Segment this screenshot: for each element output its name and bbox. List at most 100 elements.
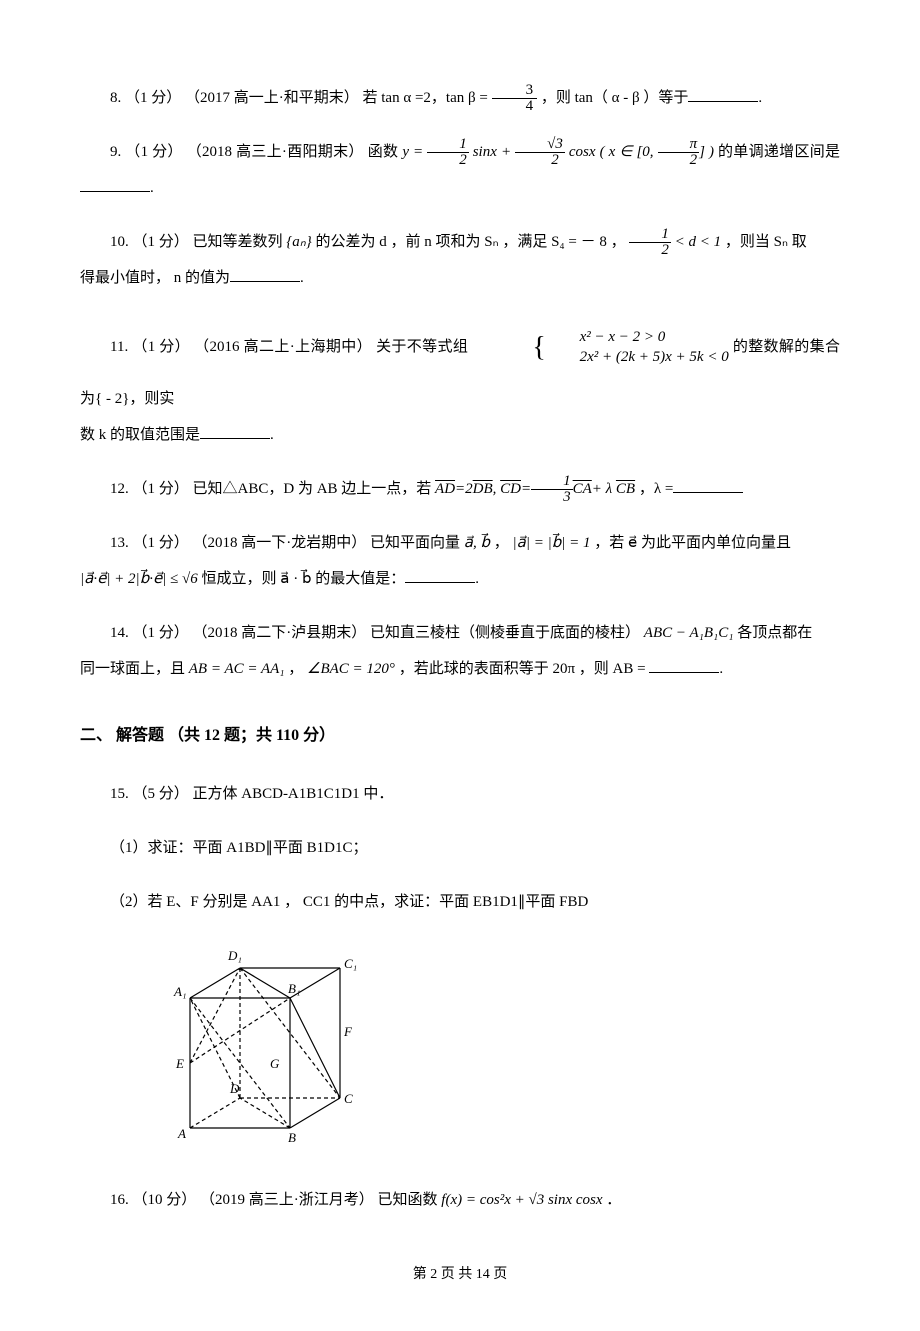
q10-line1-a: 已知等差数列 (193, 234, 283, 250)
q13-line2-b: 恒成立，则 a⃗ · b⃗ 的最大值是： (202, 571, 406, 587)
q12-blank (673, 477, 743, 493)
q12-text-a: 已知△ABC，D 为 AB 边上一点，若 (193, 481, 432, 497)
question-8: 8. （1 分） （2017 高一上·和平期末） 若 tan α =2，tan … (80, 80, 840, 116)
question-12: 12. （1 分） 已知△ABC，D 为 AB 边上一点，若 AD=2DB, C… (80, 471, 840, 507)
svg-text:B: B (288, 1130, 296, 1145)
q13-norm: |a⃗| = |b⃗| = 1 (513, 535, 591, 551)
svg-text:G: G (270, 1056, 280, 1071)
question-11: 11. （1 分） （2016 高二上·上海期中） 关于不等式组 { x² − … (80, 314, 840, 453)
q14-eq2: ∠BAC = 120° (307, 661, 395, 677)
q8-frac-bottom: 4 (492, 99, 538, 114)
q10-line1-c: ，则当 Sₙ 取 (725, 234, 807, 250)
section-2-title: 二、 解答题 （共 12 题；共 110 分） (80, 717, 840, 755)
q10-points: （1 分） (133, 234, 189, 250)
q9-num: 9. (110, 144, 121, 160)
svg-text:E: E (175, 1056, 184, 1071)
svg-text:B₁: B₁ (288, 981, 300, 996)
q14-blank (649, 657, 719, 673)
q14-num: 14. (110, 625, 129, 641)
q11-sys-bot: 2x² + (2k + 5)x + 5k < 0 (550, 348, 729, 368)
svg-text:A₁: A₁ (173, 984, 186, 999)
q14-end: . (719, 661, 723, 677)
q11-text-a: 关于不等式组 (376, 339, 468, 355)
svg-text:C: C (344, 1091, 353, 1106)
q16-num: 16. (110, 1192, 129, 1208)
q11-num: 11. (110, 339, 128, 355)
svg-text:A: A (177, 1126, 186, 1141)
question-10: 10. （1 分） 已知等差数列 {aₙ} 的公差为 d ，前 n 项和为 Sₙ… (80, 224, 840, 296)
question-16: 16. （10 分） （2019 高三上·浙江月考） 已知函数 f(x) = c… (80, 1182, 840, 1218)
q8-fraction: 3 4 (492, 83, 538, 114)
q12-points: （1 分） (133, 481, 189, 497)
q8-end: . (758, 90, 762, 106)
svg-text:F: F (343, 1024, 353, 1039)
q13-text-b: ， (494, 535, 509, 551)
q14-source: （2018 高二下·泸县期末） (193, 625, 367, 641)
q13-blank (405, 567, 475, 583)
q13-points: （1 分） (133, 535, 189, 551)
q15-sub2: （2）若 E、F 分别是 AA1 ， CC1 的中点，求证：平面 EB1D1∥平… (80, 884, 840, 920)
q11-system: { x² − x − 2 > 0 2x² + (2k + 5)x + 5k < … (472, 314, 728, 381)
q10-cond: 12 < d < 1 (629, 234, 725, 250)
q12-vectors: AD=2DB, CD=13CA+ λ CB (435, 481, 639, 497)
q10-seq: {aₙ} (286, 234, 311, 250)
q10-num: 10. (110, 234, 129, 250)
question-15: 15. （5 分） 正方体 ABCD‐A1B1C1D1 中． (80, 776, 840, 812)
question-9: 9. （1 分） （2018 高三上·酉阳期末） 函数 y = 12 sinx … (80, 134, 840, 206)
q16-source: （2019 高三上·浙江月考） (200, 1192, 374, 1208)
q13-line2-a: |a⃗·e⃗| + 2|b⃗·e⃗| ≤ √6 (80, 571, 198, 587)
cube-figure: A B C D A₁ B₁ C₁ D₁ E F G (170, 938, 840, 1162)
q8-frac-top: 3 (492, 83, 538, 99)
cube-svg: A B C D A₁ B₁ C₁ D₁ E F G (170, 938, 370, 1148)
q16-text-a: 已知函数 (378, 1192, 438, 1208)
svg-text:D₁: D₁ (227, 948, 242, 963)
q10-line2: 得最小值时， n 的值为 (80, 270, 230, 286)
q9-points: （1 分） (125, 144, 182, 160)
q11-points: （1 分） (132, 339, 190, 355)
q11-blank (200, 423, 270, 439)
q13-vecs: a⃗, b⃗ (464, 535, 494, 551)
q14-eq1: AB = AC = AA₁ (189, 661, 285, 677)
question-13: 13. （1 分） （2018 高一下·龙岩期中） 已知平面向量 a⃗, b⃗ … (80, 525, 840, 597)
q11-line2: 数 k 的取值范围是 (80, 427, 200, 443)
q13-num: 13. (110, 535, 129, 551)
q11-end: . (270, 427, 274, 443)
q14-text-a: 已知直三棱柱（侧棱垂直于底面的棱柱） (370, 625, 640, 641)
q13-source: （2018 高一下·龙岩期中） (193, 535, 367, 551)
q8-points: （1 分） (125, 90, 181, 106)
q9-source: （2018 高三上·酉阳期末） (187, 144, 364, 160)
q8-source: （2017 高一上·和平期末） (185, 90, 359, 106)
q15-sub1: （1）求证：平面 A1BD∥平面 B1D1C； (80, 830, 840, 866)
q14-text-b: 各顶点都在 (737, 625, 812, 641)
q14-points: （1 分） (133, 625, 189, 641)
q8-blank (688, 86, 758, 102)
q14-line2-b: ， (288, 661, 303, 677)
q8-text-after: ，则 tan（ α - β ）等于 (541, 90, 689, 106)
q12-num: 12. (110, 481, 129, 497)
q16-text-b: ． (606, 1192, 621, 1208)
q14-line2-c: ，若此球的表面积等于 20π ，则 AB = (399, 661, 646, 677)
q9-formula: y = 12 sinx + √32 cosx ( x ∈ [0, π2] ) (402, 144, 718, 160)
q10-blank (230, 266, 300, 282)
q11-source: （2016 高二上·上海期中） (194, 339, 372, 355)
q15-num: 15. (110, 786, 129, 802)
q9-end: . (150, 180, 154, 196)
q15-points: （5 分） (133, 786, 189, 802)
q13-text-c: ，若 e⃗ 为此平面内单位向量且 (594, 535, 791, 551)
q14-prism: ABC − A₁B₁C₁ (644, 625, 734, 641)
q12-text-b: ，λ = (639, 481, 673, 497)
q9-blank (80, 176, 150, 192)
q15-text: 正方体 ABCD‐A1B1C1D1 中． (193, 786, 394, 802)
q13-text-a: 已知平面向量 (370, 535, 460, 551)
q10-line1-b: 的公差为 d ，前 n 项和为 Sₙ ，满足 S₄ = － 8 ， (316, 234, 626, 250)
question-14: 14. （1 分） （2018 高二下·泸县期末） 已知直三棱柱（侧棱垂直于底面… (80, 615, 840, 687)
q8-text-before: 若 tan α =2，tan β = (363, 90, 488, 106)
page-footer: 第 2 页 共 14 页 (80, 1258, 840, 1292)
q8-num: 8. (110, 90, 121, 106)
q13-end: . (475, 571, 479, 587)
q9-text-b: 的单调递增区间是 (718, 144, 840, 160)
svg-text:C₁: C₁ (344, 956, 357, 971)
q9-text-a: 函数 (368, 144, 399, 160)
svg-text:D: D (229, 1081, 240, 1096)
q10-end: . (300, 270, 304, 286)
